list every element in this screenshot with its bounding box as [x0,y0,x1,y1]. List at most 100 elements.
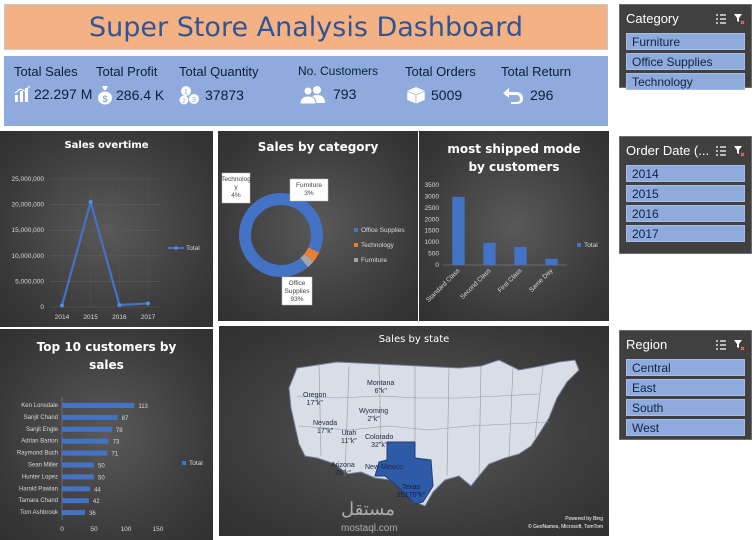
kpi-label: Total Profit [96,64,158,79]
bar [545,258,558,265]
bar [62,450,108,456]
clear-filter-icon[interactable] [733,145,745,157]
slicer-item[interactable]: Technology [626,73,745,90]
slicer-item[interactable]: 2014 [626,165,745,182]
state-name: Montana [367,380,395,387]
state-value: 20170"k" [397,492,425,499]
kpi-no-customers: No. Customers 793 [298,64,378,104]
donut-chart-svg: OfficeSupplies93%Technology4%Furniture3%… [221,172,405,306]
y-tick-label: 20,000,000 [11,202,44,209]
kpi-value: 37873 [205,87,244,103]
multi-select-icon[interactable] [715,339,727,351]
y-tick-label: 5,000,000 [15,278,44,285]
legend-swatch [577,243,581,247]
x-tick-label: 2014 [55,314,70,321]
slicer-region: Region Central East South West [619,330,752,440]
sales-overtime-chart: Sales overtime 0 5,000,000 10,000,000 15,00… [0,131,213,327]
y-tick-label: 1500 [425,228,440,235]
y-tick-label: Ken Lonsdale [21,403,58,409]
x-tick-label: 2017 [141,314,156,321]
bar-chart-svg: Ken Lonsdale 113 Sanjit Chand 87 Sanjit Engl… [17,397,203,533]
y-tick-label: Sanjit Chand [24,415,58,421]
y-tick-label: 2500 [425,205,440,212]
pie-slice [239,193,323,277]
map-credit: Powered by Bing [565,516,603,522]
data-label: 87 [122,416,129,422]
data-label: 73 [113,440,120,446]
slicer-item[interactable]: 2016 [626,205,745,222]
bar [62,510,86,516]
y-tick-label: Harold Pawlan [19,486,58,492]
x-tick-label: Second Class [459,267,493,301]
kpi-value: 5009 [431,87,463,103]
kpi-label: Total Sales [14,64,78,79]
kpi-label: Total Orders [405,64,476,79]
texas-shape [374,441,434,505]
y-tick-label: Hunter Lopez [22,474,58,480]
x-tick-label: 2016 [112,314,127,321]
line-chart-svg: 0 5,000,000 10,000,000 15,000,000 20,000,000… [11,176,200,321]
legend-label: Total [186,245,200,252]
slicer-item[interactable]: South [626,399,745,416]
multi-select-icon[interactable] [715,13,727,25]
y-tick-label: Tom Ashbrook [20,510,59,516]
state-label: Arizona 35"k" [331,462,355,478]
data-label: 113 [138,404,148,410]
legend-swatch [182,461,186,465]
us-map-svg [288,359,580,507]
state-label: Montana 6"k" [367,380,394,396]
x-tick-label: 150 [153,526,164,533]
legend-swatch [354,228,358,232]
slicer-item[interactable]: 2015 [626,185,745,202]
clear-filter-icon[interactable] [733,339,745,351]
slicer-item[interactable]: 2017 [626,225,745,242]
legend-label: Total [189,460,203,467]
legend-marker [174,246,178,250]
state-label: Texas 20170"k" [397,484,425,500]
data-point [88,200,93,205]
data-label: 50 [98,475,105,481]
state-value: 11"k" [341,438,357,445]
state-value: 2"k" [367,416,380,423]
state-name: New Mexico [365,464,404,471]
svg-text:1: 1 [184,89,188,96]
state-value: 6"k" [374,388,387,395]
state-value: 32"k" [371,442,388,449]
data-label: 78 [116,428,123,434]
slicer-item[interactable]: Office Supplies [626,53,745,70]
y-tick-label: 3500 [425,182,440,189]
x-tick-label: 50 [90,526,98,533]
chart-title: Sales by category [257,140,379,154]
bar [62,414,118,420]
data-label: Office [289,280,306,287]
clear-filter-icon[interactable] [733,13,745,25]
dashboard-title-bar: Super Store Analysis Dashboard [4,4,608,50]
kpi-value: 296 [530,87,554,103]
state-value: 17"k" [306,400,323,407]
state-name: Utah [341,430,357,437]
multi-select-icon[interactable] [715,145,727,157]
svg-text:3: 3 [192,97,196,104]
data-label: 93% [290,296,303,303]
slicer-item[interactable]: East [626,379,745,396]
data-label: 50 [98,464,105,470]
slicer-item[interactable]: West [626,419,745,436]
y-tick-label: 0 [40,304,44,311]
slicer-item[interactable]: Furniture [626,33,745,50]
sales-by-state-map: Sales by state Montana 6"k" Oregon 17"k" Wyo… [219,326,609,536]
y-tick-label: 3000 [425,193,440,200]
state-label: Nevada 17"k" [313,420,337,436]
slicer-item[interactable]: Central [626,359,745,376]
chart-title-line: by customers [468,160,560,174]
shipped-mode-chart: most shipped mode by customers 0 500 1000 1… [419,131,609,321]
kpi-value: 793 [333,86,357,102]
state-name: Colorado [365,434,394,441]
data-label: y [234,184,238,191]
x-tick-label: 2015 [83,314,98,321]
data-label: 42 [93,499,100,505]
x-tick-label: Standard Class [425,267,462,304]
state-label: New Mexico [365,464,403,472]
money-bag-icon: $ [98,86,112,105]
chart-title: Sales overtime [64,140,149,151]
bar [452,196,465,265]
